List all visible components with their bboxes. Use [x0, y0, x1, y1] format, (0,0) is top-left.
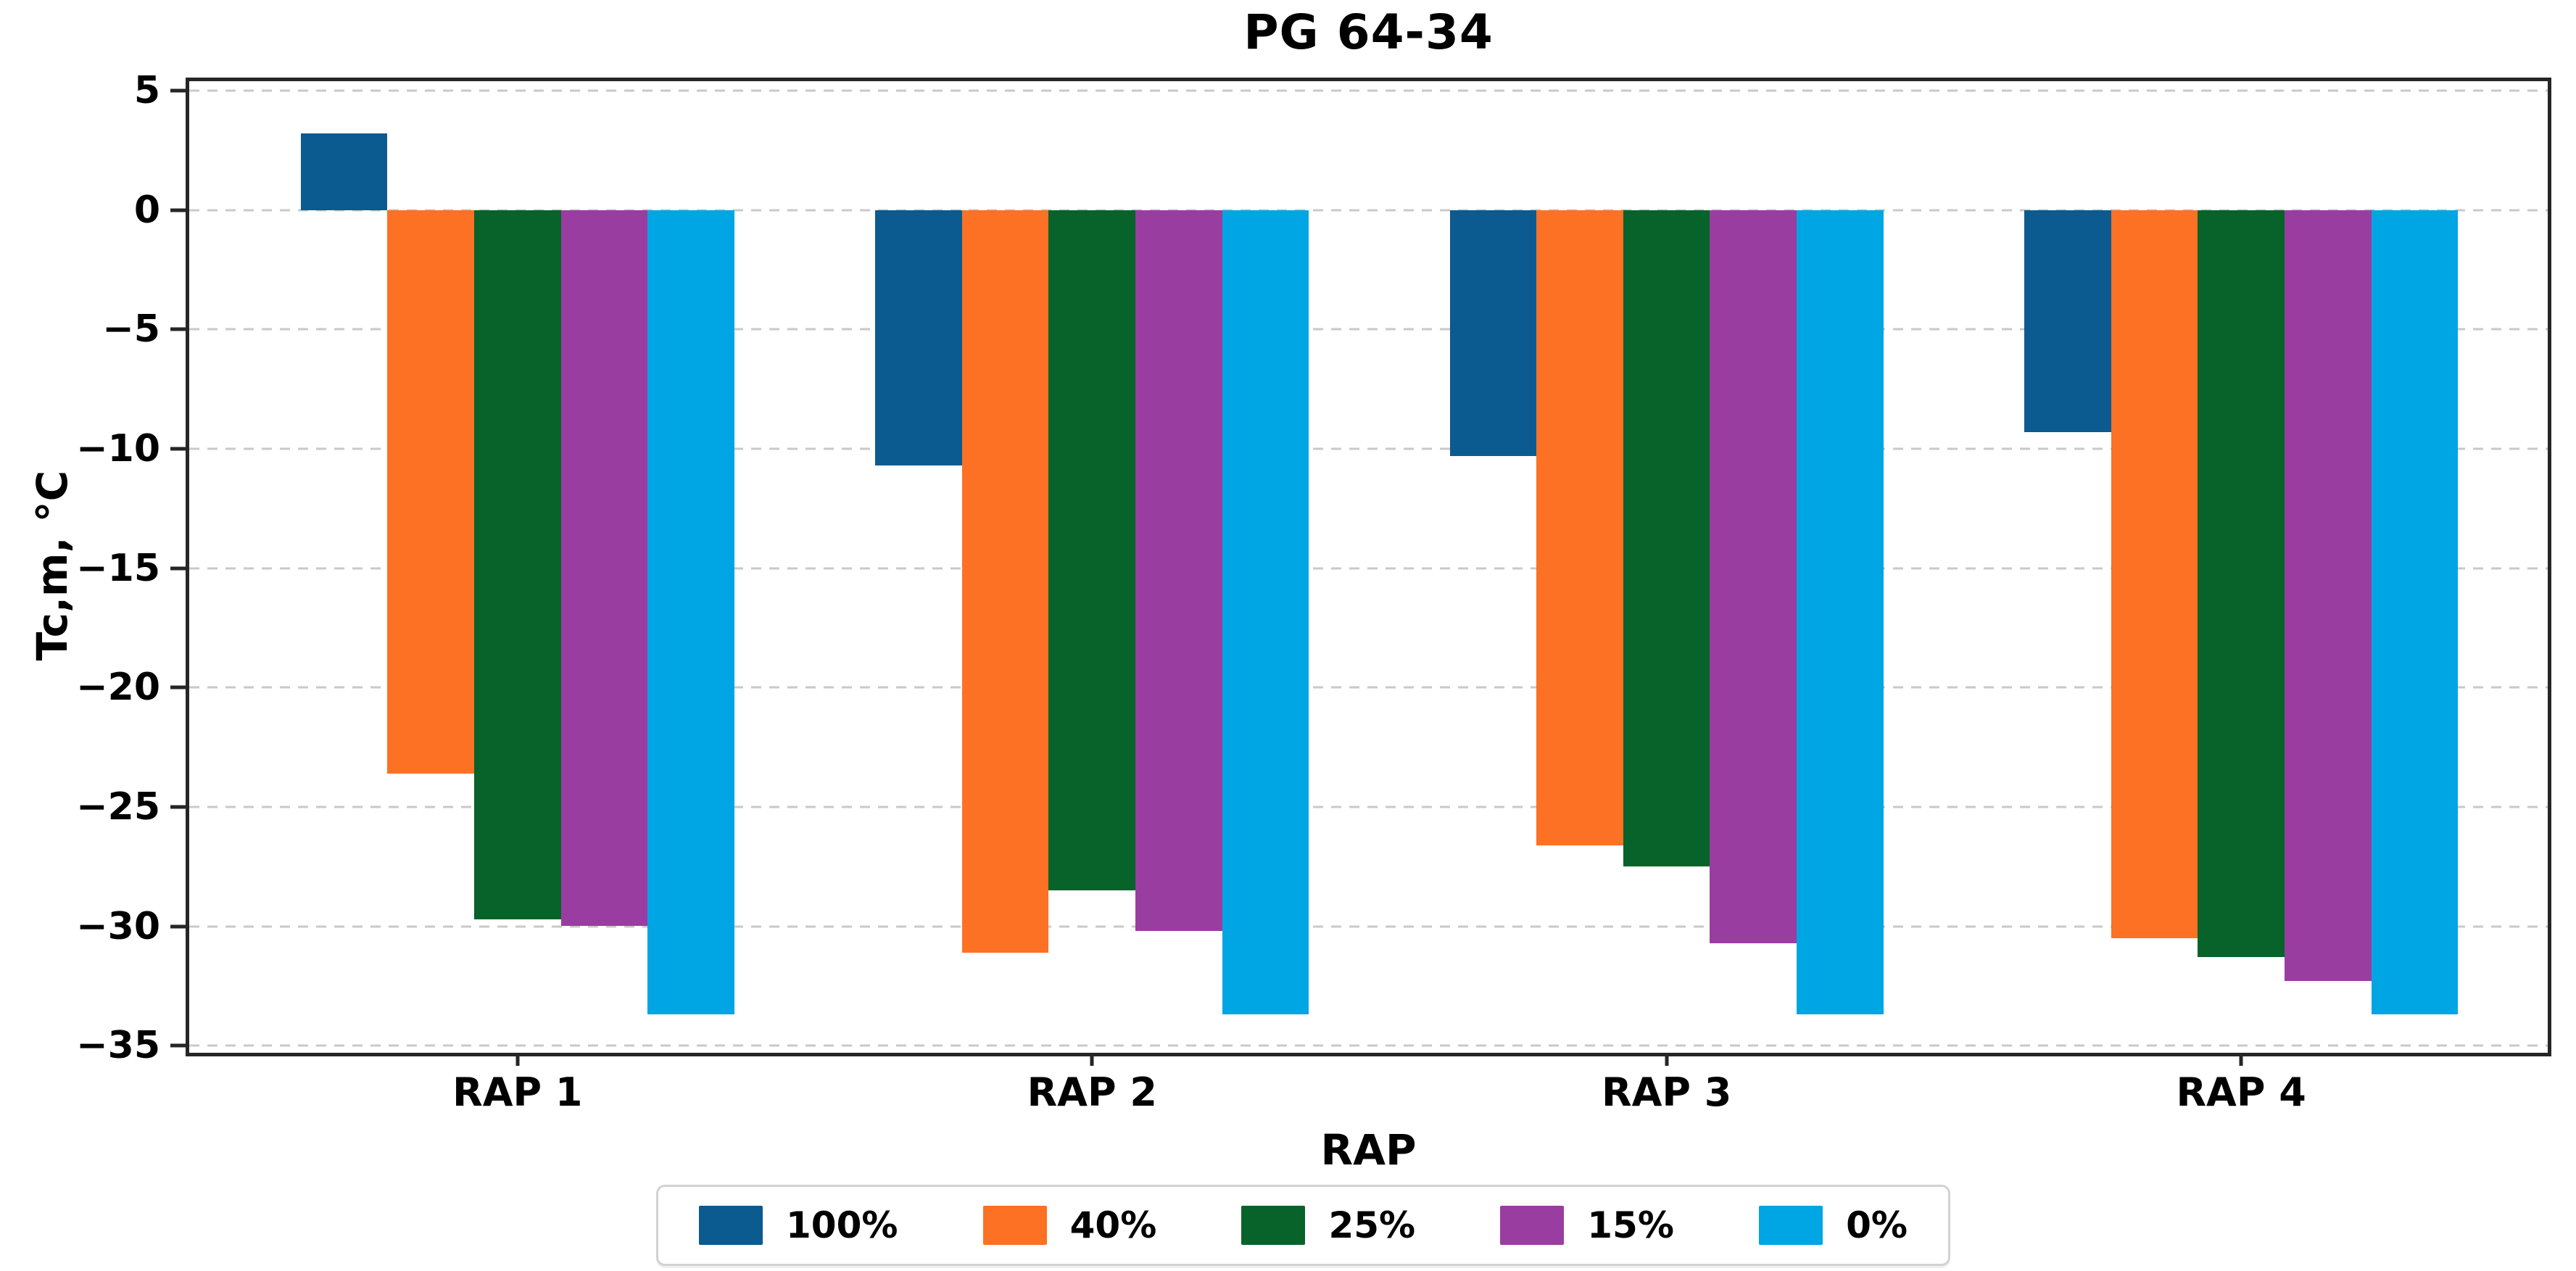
ytick-label--20: −20 [76, 666, 160, 710]
legend-swatch-icon [1500, 1206, 1565, 1245]
ytick-mark--30 [170, 924, 186, 928]
ytick-mark--5 [170, 327, 186, 331]
xtick-label-1: RAP 1 [452, 1069, 583, 1115]
bar-rap3-40pct [1536, 210, 1623, 845]
ytick-mark--35 [170, 1043, 186, 1048]
bar-rap4-0pct [2371, 210, 2459, 1015]
bar-rap2-100pct [875, 210, 962, 466]
legend-swatch-icon [1241, 1206, 1306, 1245]
legend-swatch-icon [699, 1206, 763, 1245]
chart-title: PG 64-34 [1243, 4, 1494, 60]
xtick-mark-1 [515, 1053, 520, 1066]
legend-swatch-icon [982, 1206, 1047, 1245]
plot-area: 5 0 −5 −10 −15 −20 −25 −30 −35 RAP 1 RAP 2 RAP 3 RAP… [76, 72, 2551, 1112]
bar-rap2-25pct [1048, 210, 1136, 891]
gridline-y5 [189, 89, 2548, 92]
legend-item-100pct: 100% [699, 1206, 898, 1245]
legend-item-25pct: 25% [1241, 1206, 1415, 1245]
legend-label: 40% [1069, 1204, 1157, 1246]
legend-item-15pct: 15% [1500, 1206, 1674, 1245]
legend-label: 0% [1846, 1204, 1908, 1246]
bar-rap3-100pct [1449, 210, 1537, 456]
bar-rap1-25pct [474, 210, 561, 919]
y-axis-title: Tc,m, °C [28, 470, 77, 661]
gridline-y-35 [189, 1044, 2548, 1047]
gridline-y-30 [189, 925, 2548, 927]
gridline-y-15 [189, 567, 2548, 570]
bar-rap3-25pct [1623, 210, 1710, 867]
x-axis-title: RAP [1320, 1125, 1417, 1175]
ytick-mark--10 [170, 447, 186, 451]
bar-rap1-40pct [387, 210, 474, 774]
gridline-y-25 [189, 806, 2548, 808]
xtick-label-3: RAP 3 [1602, 1069, 1732, 1115]
legend-label: 25% [1328, 1204, 1416, 1246]
ytick-label-0: 0 [133, 188, 160, 232]
bar-rap4-100pct [2024, 210, 2111, 432]
gridline-y-5 [189, 328, 2548, 331]
bar-rap4-40pct [2111, 210, 2198, 938]
legend: 100% 40% 25% 15% 0% [656, 1185, 1950, 1266]
gridline-y-10 [189, 447, 2548, 450]
bar-rap2-0pct [1222, 210, 1309, 1015]
bar-rap1-100pct [300, 133, 388, 210]
bar-rap2-40pct [961, 210, 1049, 953]
ytick-label--30: −30 [76, 904, 160, 948]
gridline-y-20 [189, 686, 2548, 689]
bar-rap3-15pct [1710, 210, 1797, 943]
bar-rap1-15pct [560, 210, 648, 927]
ytick-mark--25 [170, 805, 186, 809]
ytick-mark--20 [170, 685, 186, 690]
legend-item-0pct: 0% [1759, 1206, 1908, 1245]
xtick-mark-2 [1090, 1053, 1094, 1066]
bar-rap4-25pct [2198, 210, 2285, 958]
ytick-label--5: −5 [102, 307, 160, 352]
legend-item-40pct: 40% [982, 1204, 1157, 1246]
ytick-label--10: −10 [76, 427, 160, 471]
xtick-mark-4 [2239, 1053, 2243, 1066]
legend-label: 100% [786, 1204, 898, 1246]
ytick-label--15: −15 [76, 546, 160, 590]
xtick-label-2: RAP 2 [1027, 1069, 1157, 1115]
bar-rap1-0pct [647, 210, 734, 1015]
ytick-label--35: −35 [76, 1024, 160, 1068]
gridline-y0 [189, 209, 2548, 212]
bar-rap2-15pct [1135, 210, 1222, 932]
xtick-label-4: RAP 4 [2176, 1069, 2306, 1115]
xtick-mark-3 [1665, 1053, 1669, 1066]
ytick-mark-5 [170, 88, 186, 93]
ytick-mark-0 [170, 208, 186, 212]
ytick-label--25: −25 [76, 784, 160, 829]
legend-swatch-icon [1759, 1206, 1823, 1245]
ytick-mark--15 [170, 566, 186, 571]
bar-rap3-0pct [1797, 210, 1884, 1015]
bar-rap4-15pct [2284, 210, 2372, 982]
legend-label: 15% [1587, 1204, 1674, 1246]
ytick-label-5: 5 [133, 69, 160, 113]
